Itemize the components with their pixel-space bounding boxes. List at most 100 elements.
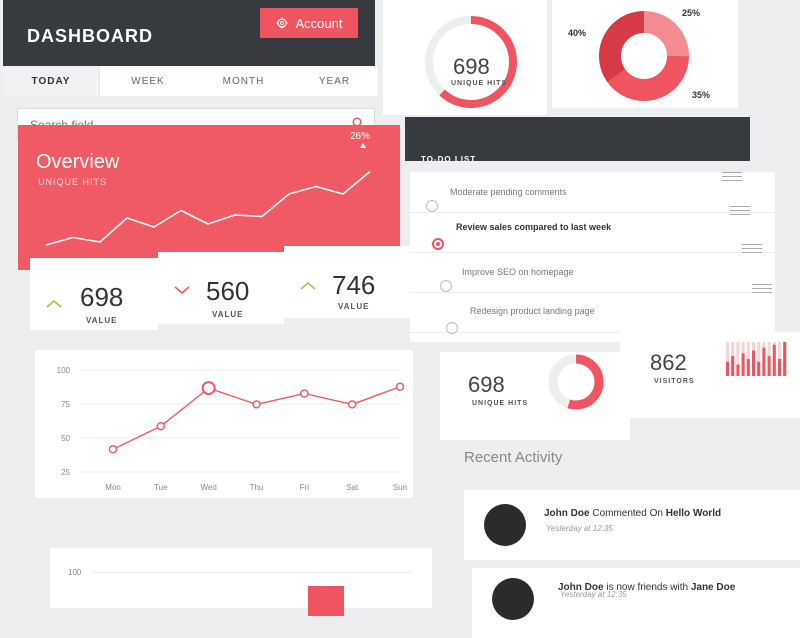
second-chart-card: 100 xyxy=(50,548,432,616)
drag-handle-icon[interactable] xyxy=(722,172,742,182)
data-point xyxy=(252,400,261,409)
split-donut-card: 25% 40% 35% xyxy=(552,0,738,108)
tab-today[interactable]: TODAY xyxy=(3,66,100,96)
bar xyxy=(731,356,735,376)
unique-hits-ring-card: 698 UNIQUE HITS xyxy=(383,0,547,115)
drag-handle-icon[interactable] xyxy=(752,284,772,294)
split-donut-chart xyxy=(599,11,689,101)
stats-row: 698 VALUE 560 VALUE 746 VALUE xyxy=(30,246,411,338)
todo-radio[interactable] xyxy=(446,322,458,334)
activity-text: John Doe Commented On Hello World xyxy=(544,508,721,519)
bar xyxy=(746,359,750,376)
stat-value-1: 698 xyxy=(80,282,124,312)
todo-radio[interactable] xyxy=(440,280,452,292)
activity-time: Yesterday at 12:35 xyxy=(560,590,627,599)
drag-handle-icon[interactable] xyxy=(730,206,750,216)
x-tick-label: Sat xyxy=(346,483,359,492)
bar xyxy=(741,353,745,376)
tab-month[interactable]: MONTH xyxy=(196,66,292,96)
chevron-up-icon xyxy=(300,282,316,290)
weekly-chart-card: 1007550250MonTueWedThuFriSatSun xyxy=(35,350,413,498)
todo-item[interactable]: Improve SEO on homepage xyxy=(410,244,790,293)
overview-card: Overview UNIQUE HITS 26% xyxy=(18,125,400,270)
stat-card-2: 560 VALUE xyxy=(158,252,285,324)
account-label: Account xyxy=(295,15,343,31)
ytick-label: 100 xyxy=(68,568,82,577)
x-tick-label: Tue xyxy=(154,483,168,492)
activity-item[interactable]: John Doe Commented On Hello World Yester… xyxy=(464,490,800,560)
activity-text: John Doe is now friends with Jane Doe xyxy=(558,582,735,593)
activity-user[interactable]: John Doe xyxy=(558,582,604,593)
activity-time: Yesterday at 12:35 xyxy=(546,524,613,533)
todo-item[interactable]: Moderate pending comments xyxy=(410,172,790,213)
avatar[interactable] xyxy=(492,578,534,620)
mini-hits-card: 698 UNIQUE HITS xyxy=(440,352,630,440)
todo-text: Improve SEO on homepage xyxy=(462,267,574,277)
data-point xyxy=(156,421,166,431)
data-point xyxy=(395,382,405,391)
bar-background xyxy=(757,342,761,376)
activity-action: is now friends with xyxy=(603,582,691,593)
tab-year[interactable]: YEAR xyxy=(291,66,379,96)
bar xyxy=(778,359,781,376)
todo-text: Review sales compared to last week xyxy=(456,222,612,232)
activity-user[interactable]: John Doe xyxy=(544,508,590,519)
stat-value-2: 560 xyxy=(206,276,250,306)
todo-text: Moderate pending comments xyxy=(450,187,567,197)
y-tick-label: 100 xyxy=(57,366,71,375)
bar-background xyxy=(726,342,729,376)
overview-chart xyxy=(45,170,371,246)
visitors-value: 862 xyxy=(650,350,687,375)
activity-item[interactable]: John Doe is now friends with Jane Doe Ye… xyxy=(472,568,800,638)
visitors-card: 862 VISITORS xyxy=(620,332,800,418)
recent-activity-title: Recent Activity xyxy=(464,449,563,466)
chevron-up-icon xyxy=(46,300,62,308)
bar xyxy=(772,344,776,376)
x-tick-label: Thu xyxy=(250,483,264,492)
y-tick-label: 25 xyxy=(61,468,70,477)
donut-label-40: 40% xyxy=(568,28,587,38)
bar xyxy=(757,361,761,376)
visitors-label: VISITORS xyxy=(654,378,695,385)
ring-value: 698 xyxy=(453,54,490,79)
overview-line xyxy=(45,170,371,246)
bar-background xyxy=(736,342,740,376)
mini-hits-ring xyxy=(548,354,604,410)
data-point xyxy=(300,389,309,398)
x-tick-label: Fri xyxy=(300,483,310,492)
todo-item[interactable]: Review sales compared to last week xyxy=(410,206,790,253)
period-tabs: TODAY WEEK MONTH YEAR xyxy=(3,50,379,96)
up-arrow-icon xyxy=(360,143,366,148)
todo-title: TO-DO LIST xyxy=(421,155,477,164)
data-point xyxy=(347,400,357,409)
todo-item[interactable]: Redesign product landing page xyxy=(410,284,790,334)
avatar[interactable] xyxy=(484,504,526,546)
bar xyxy=(767,356,771,376)
account-button[interactable]: Account xyxy=(260,8,358,38)
overview-title: Overview xyxy=(36,151,120,173)
x-tick-label: Sun xyxy=(393,483,407,492)
mini-hits-label: UNIQUE HITS xyxy=(472,400,529,407)
overview-subtitle: UNIQUE HITS xyxy=(38,177,108,187)
ring-label: UNIQUE HITS xyxy=(451,80,508,87)
data-point xyxy=(201,381,216,396)
todo-radio-checked[interactable] xyxy=(432,238,444,250)
todo-radio[interactable] xyxy=(426,200,438,212)
todo-header: TO-DO LIST xyxy=(405,117,750,164)
bar xyxy=(762,347,766,376)
donut-label-25: 25% xyxy=(682,8,701,18)
stat-card-1: 698 VALUE xyxy=(30,258,159,330)
chevron-down-icon xyxy=(174,286,190,294)
bar xyxy=(783,342,787,376)
stat-card-3: 746 VALUE xyxy=(284,246,411,318)
drag-handle-icon[interactable] xyxy=(742,244,762,254)
activity-target[interactable]: Jane Doe xyxy=(690,582,736,593)
weekly-chart: 1007550250MonTueWedThuFriSatSun xyxy=(57,366,407,492)
unique-hits-ring xyxy=(425,16,517,108)
bar xyxy=(308,586,344,616)
x-tick-label: Mon xyxy=(105,483,121,492)
bar xyxy=(752,350,755,376)
activity-target[interactable]: Hello World xyxy=(665,508,722,519)
bar xyxy=(736,364,740,376)
tab-week[interactable]: WEEK xyxy=(100,66,197,96)
